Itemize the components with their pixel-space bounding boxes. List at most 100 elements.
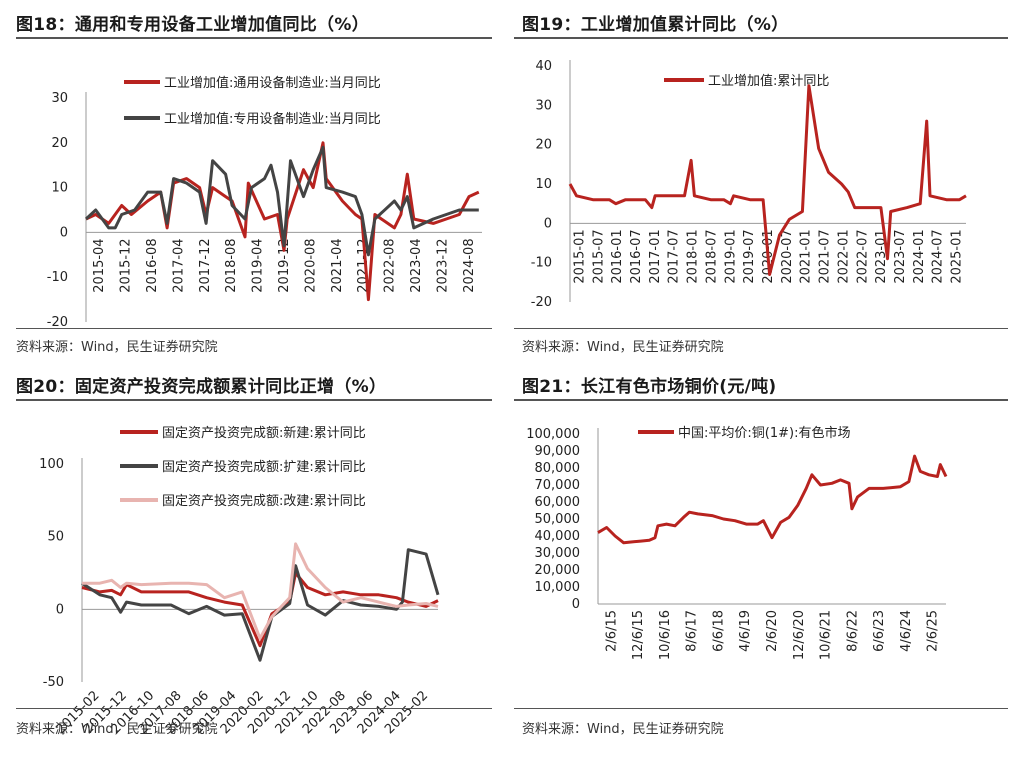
x-tick-label: 12/6/20 — [792, 610, 807, 660]
panel-fig18: 图18：通用和专用设备工业增加值同比（%） -20 -10 0 10 20 30 2015-… — [16, 10, 492, 360]
y-tick-label: 10 — [535, 177, 552, 192]
y-tick-label: 40 — [535, 59, 552, 74]
x-tick-label: 2025-01 — [950, 229, 965, 283]
y-tick-label: 30 — [51, 91, 68, 106]
source-rule — [514, 328, 1008, 329]
x-tick-label: 2017-04 — [171, 238, 186, 292]
panel-fig21: 图21：长江有色市场铜价(元/吨) 0 10,000 20,000 30,000 40,… — [514, 372, 1008, 764]
series-line — [568, 84, 967, 276]
x-tick-label: 2015-04 — [92, 238, 107, 292]
legend-label: 固定资产投资完成额:改建:累计同比 — [162, 493, 366, 509]
x-tick-label: 2021-01 — [799, 229, 814, 283]
y-tick-label: 20 — [51, 136, 68, 151]
y-tick-label: -20 — [531, 295, 552, 310]
y-tick-label: 50 — [47, 530, 64, 545]
title-rule — [514, 37, 1008, 39]
x-tick-label: 10/6/16 — [658, 610, 673, 660]
series-line — [84, 145, 479, 257]
chart-svg: 0 10,000 20,000 30,000 40,000 50,000 60,000 70,… — [526, 425, 948, 660]
y-tick-label: 0 — [572, 597, 580, 612]
x-tick-label: 2019-07 — [742, 229, 757, 283]
x-tick-label: 2022-01 — [836, 229, 851, 283]
x-tick-label: 2016-01 — [610, 229, 625, 283]
x-tick-label: 2016-08 — [145, 238, 160, 292]
chart-title: 图19：工业增加值累计同比（%） — [522, 15, 789, 35]
x-tick-label: 2022-08 — [383, 238, 398, 292]
chart-svg: -20 -10 0 10 20 30 2015-04 2015-12 2016-08 2017-0… — [47, 75, 482, 330]
y-tick-label: 0 — [56, 602, 64, 617]
legend-label: 工业增加值:专用设备制造业:当月同比 — [164, 111, 381, 127]
series-line — [597, 454, 948, 545]
x-tick-label: 2015-01 — [572, 229, 587, 283]
x-tick-label: 2/6/25 — [926, 610, 941, 652]
x-tick-label: 10/6/21 — [819, 610, 834, 660]
y-tick-label: 60,000 — [535, 495, 581, 510]
x-tick-label: 12/6/15 — [631, 610, 646, 660]
legend-label: 固定资产投资完成额:新建:累计同比 — [162, 425, 366, 441]
legend-label: 中国:平均价:铜(1#):有色市场 — [678, 425, 850, 441]
y-tick-label: -10 — [531, 256, 552, 271]
y-tick-label: 90,000 — [535, 444, 581, 459]
y-tick-label: 20,000 — [535, 563, 581, 578]
source-note: 资料来源：Wind，民生证券研究院 — [16, 722, 218, 737]
legend-label: 固定资产投资完成额:扩建:累计同比 — [162, 459, 366, 475]
y-tick-label: -20 — [47, 315, 68, 330]
x-tick-label: 2019-12 — [277, 238, 292, 292]
panel-fig20: 图20：固定资产投资完成额累计同比正增（%） -50 0 50 100 2015-02 2… — [16, 372, 492, 764]
legend-label: 工业增加值:累计同比 — [708, 73, 829, 89]
y-tick-label: -50 — [43, 675, 64, 690]
x-tick-label: 2015-12 — [119, 238, 134, 292]
x-tick-label: 8/6/22 — [845, 610, 860, 652]
x-tick-label: 2018-07 — [704, 229, 719, 283]
x-tick-label: 2020-07 — [780, 229, 795, 283]
source-rule — [16, 708, 492, 709]
x-tick-label: 8/6/17 — [685, 610, 700, 652]
title-rule — [514, 399, 1008, 401]
x-tick-label: 4/6/19 — [738, 610, 753, 652]
source-rule — [514, 708, 1008, 709]
x-tick-label: 2015-07 — [591, 229, 606, 283]
chart-svg: -20 -10 0 10 20 30 40 2015-01 2015-07 2016-01 2016… — [531, 59, 967, 310]
x-tick-label: 2/6/20 — [765, 610, 780, 652]
series-line — [82, 542, 439, 640]
x-tick-label: 2017-12 — [198, 238, 213, 292]
x-tick-label: 6/6/23 — [872, 610, 887, 652]
y-tick-label: 10 — [51, 181, 68, 196]
x-tick-label: 2024-01 — [912, 229, 927, 283]
x-tick-label: 2017-07 — [667, 229, 682, 283]
chart-title: 图18：通用和专用设备工业增加值同比（%） — [16, 15, 369, 35]
source-note: 资料来源：Wind，民生证券研究院 — [16, 340, 218, 355]
x-tick-label: 2018-01 — [686, 229, 701, 283]
title-rule — [16, 37, 492, 39]
x-tick-label: 2024-08 — [462, 238, 477, 292]
y-tick-label: 80,000 — [535, 461, 581, 476]
y-tick-label: 20 — [535, 138, 552, 153]
y-tick-label: 0 — [544, 216, 552, 231]
x-tick-label: 2021-07 — [818, 229, 833, 283]
x-tick-label: 2023-04 — [409, 238, 424, 292]
y-tick-label: 100 — [39, 457, 64, 472]
x-tick-label: 2/6/15 — [604, 610, 619, 652]
x-tick-label: 4/6/24 — [899, 610, 914, 652]
source-note: 资料来源：Wind，民生证券研究院 — [522, 722, 724, 737]
source-rule — [16, 328, 492, 329]
x-tick-label: 2022-07 — [855, 229, 870, 283]
title-rule — [16, 399, 492, 401]
x-tick-label: 2024-07 — [931, 229, 946, 283]
chart-svg: -500501002015-022015-122016-102017-08201… — [39, 425, 440, 737]
x-tick-label: 2019-04 — [251, 238, 266, 292]
source-note: 资料来源：Wind，民生证券研究院 — [522, 340, 724, 355]
x-tick-label: 2023-07 — [893, 229, 908, 283]
y-tick-label: 50,000 — [535, 512, 581, 527]
x-tick-label: 2016-07 — [629, 229, 644, 283]
y-tick-label: 70,000 — [535, 478, 581, 493]
y-tick-label: 30,000 — [535, 546, 581, 561]
legend-label: 工业增加值:通用设备制造业:当月同比 — [164, 75, 381, 91]
x-tick-label: 2018-08 — [224, 238, 239, 292]
y-tick-label: -10 — [47, 270, 68, 285]
x-tick-label: 6/6/18 — [711, 610, 726, 652]
x-tick-label: 2017-01 — [648, 229, 663, 283]
x-tick-label: 2020-08 — [303, 238, 318, 292]
y-tick-label: 100,000 — [526, 427, 580, 442]
chart-title: 图20：固定资产投资完成额累计同比正增（%） — [16, 377, 387, 397]
